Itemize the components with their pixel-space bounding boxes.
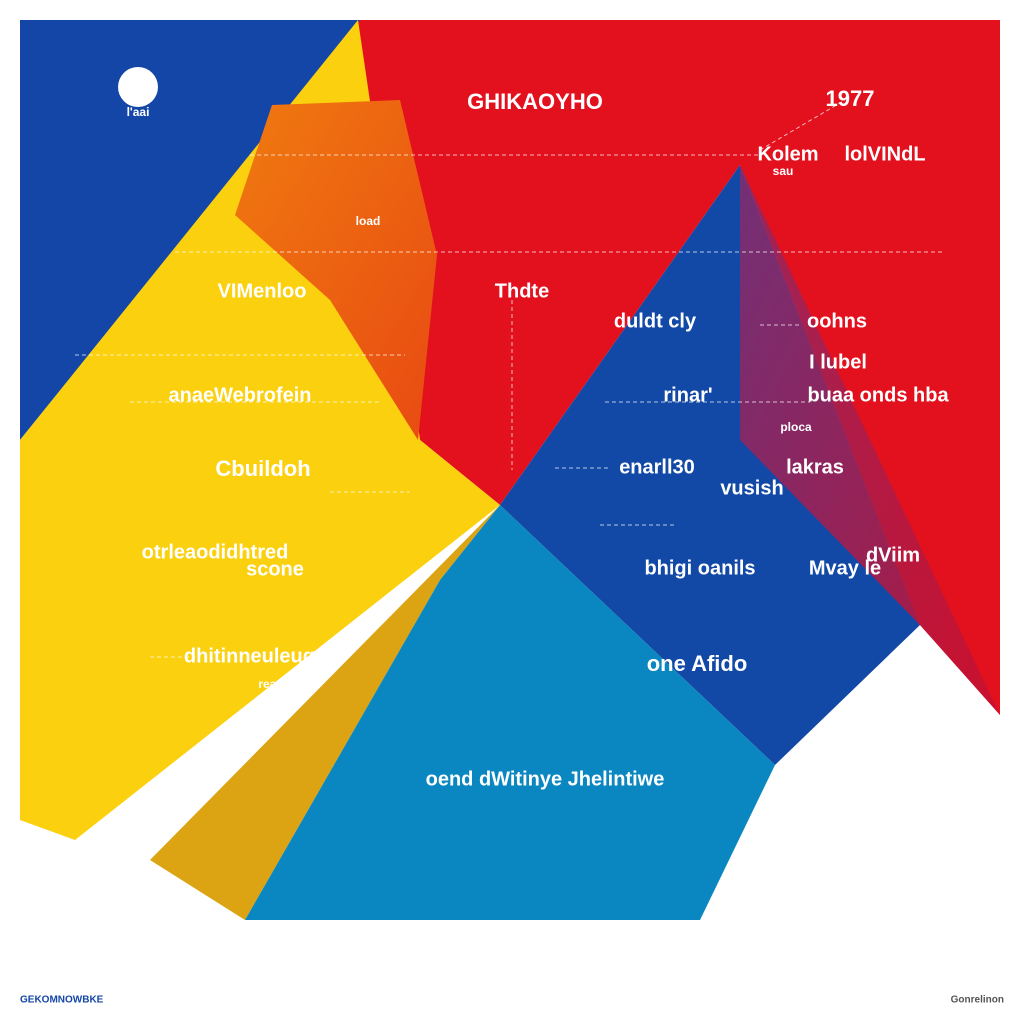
- label: Mvay le: [809, 557, 881, 579]
- logo-caption: l'aai: [127, 105, 150, 119]
- label: lakras: [786, 456, 844, 478]
- label: vusish: [720, 477, 783, 499]
- label: oend dWitinye Jhelintiwe: [426, 768, 665, 790]
- footer-right: Gonrelinon: [951, 995, 1004, 1006]
- label: enarll30: [619, 456, 695, 478]
- title: GHIKAOYHO: [467, 89, 603, 114]
- side-label: sau: [773, 164, 794, 178]
- label: dViim: [866, 544, 920, 566]
- label: Cbuildoh: [215, 456, 310, 481]
- label: Thdte: [495, 280, 549, 302]
- year: 1977: [826, 86, 875, 111]
- label: buaa onds hba: [807, 384, 949, 406]
- side-label: lolVINdL: [844, 143, 925, 165]
- label: duldt cly: [614, 310, 697, 332]
- label: anaeWebrofein: [169, 384, 312, 406]
- label: I lubel: [809, 351, 867, 373]
- label: bhigi oanils: [644, 557, 755, 579]
- label: one Afido: [647, 651, 748, 676]
- label: VIMenloo: [218, 280, 307, 302]
- label: load: [356, 214, 381, 228]
- label: rinar': [663, 384, 712, 406]
- footer-left: GEKOMNOWBKE: [20, 995, 104, 1006]
- gold-panel: [150, 505, 500, 920]
- label: ploca: [780, 420, 812, 434]
- dashed-lines: [75, 99, 945, 658]
- logo: [118, 67, 158, 107]
- red-panel: [355, 20, 1000, 715]
- label: reatiare: [258, 677, 302, 691]
- label: scone: [246, 558, 304, 580]
- red-overlay: [740, 165, 1000, 715]
- label: otrleaodidhtred: [142, 541, 289, 563]
- cyan-panel: [245, 505, 775, 920]
- label: oohns: [807, 310, 867, 332]
- label: dhitinneuleugs: [184, 645, 326, 667]
- side-label: Kolem: [757, 143, 818, 165]
- dark-blue-panel: [500, 165, 920, 765]
